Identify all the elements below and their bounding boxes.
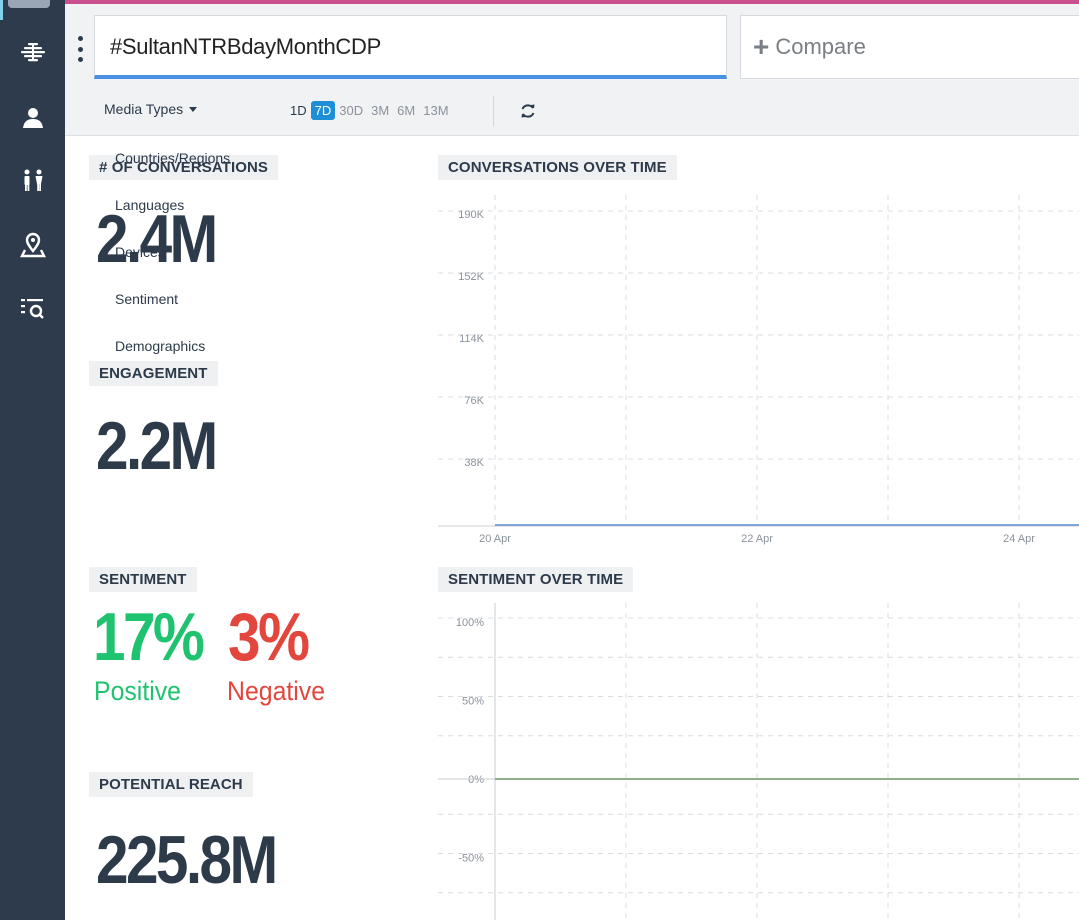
y-tick-label: 0%	[468, 774, 484, 786]
date-range-selector: 1D 7D 30D 3M 6M 13M	[286, 101, 453, 120]
sentiment-label: SENTIMENT	[89, 567, 197, 592]
media-types-dropdown[interactable]: Media Types	[104, 101, 198, 117]
y-tick-label: 190K	[458, 209, 484, 221]
y-tick-label: 100%	[456, 617, 484, 629]
refresh-icon[interactable]	[518, 101, 538, 121]
conversations-chart: 190K 152K 114K 76K 38K 20 Apr 22 Apr 24 Apr	[438, 195, 1079, 545]
conversations-label: # OF CONVERSATIONS	[89, 155, 279, 180]
y-tick-label: 76K	[464, 395, 484, 407]
people-icon[interactable]	[14, 163, 52, 199]
sidebar-active-indicator	[8, 0, 50, 8]
sentiment-positive-value: 17%	[93, 599, 205, 675]
user-icon[interactable]	[14, 100, 52, 136]
x-tick-label: 22 Apr	[741, 533, 773, 545]
sentiment-negative-value: 3%	[228, 599, 310, 675]
conversations-value: 2.4M	[96, 201, 218, 277]
conversations-chart-title: CONVERSATIONS OVER TIME	[438, 155, 677, 180]
query-input[interactable]	[110, 32, 710, 62]
top-accent-line	[65, 0, 1079, 4]
range-6m[interactable]: 6M	[397, 103, 416, 118]
menu-item-sentiment[interactable]: Sentiment	[115, 291, 179, 307]
sidebar	[0, 0, 65, 920]
y-tick-label: 152K	[458, 271, 484, 283]
range-13m[interactable]: 13M	[423, 103, 449, 118]
y-tick-label: 38K	[464, 457, 484, 469]
sidebar-edge-highlight	[0, 0, 3, 20]
range-30d[interactable]: 30D	[339, 103, 364, 118]
reach-label: POTENTIAL REACH	[89, 772, 253, 797]
range-3m[interactable]: 3M	[371, 103, 390, 118]
sentiment-chart-title: SENTIMENT OVER TIME	[438, 567, 634, 592]
sentiment-positive-label: Positive	[94, 676, 181, 706]
y-tick-label: -50%	[458, 853, 484, 865]
x-tick-label: 24 Apr	[1003, 533, 1035, 545]
caret-down-icon	[189, 106, 198, 112]
location-icon[interactable]	[14, 227, 52, 263]
more-options-icon[interactable]	[74, 36, 86, 62]
query-box[interactable]	[94, 15, 727, 79]
sentiment-chart: 100% 50% 0% -50%	[438, 603, 1079, 920]
x-tick-label: 20 Apr	[479, 533, 511, 545]
toolbar-divider	[493, 96, 494, 126]
engagement-value: 2.2M	[96, 408, 218, 484]
query-toolbar: + Compare Media Types 1D 7D 30D 3M 6M 13…	[65, 4, 1079, 136]
sentiment-negative-label: Negative	[227, 676, 326, 706]
compare-button[interactable]: + Compare	[740, 15, 1079, 79]
y-tick-label: 50%	[462, 696, 484, 708]
brain-icon[interactable]	[14, 35, 52, 71]
search-list-icon[interactable]	[14, 290, 52, 326]
media-types-label: Media Types	[104, 101, 184, 117]
y-tick-label: 114K	[459, 333, 485, 345]
menu-item-devices[interactable]: Devices	[115, 244, 165, 260]
menu-item-demographics[interactable]: Demographics	[115, 338, 206, 354]
engagement-label: ENGAGEMENT	[89, 361, 218, 386]
plus-icon: +	[753, 31, 770, 62]
menu-item-countries[interactable]: Countries/Regions	[115, 150, 231, 166]
range-7d[interactable]: 7D	[310, 101, 336, 120]
reach-value: 225.8M	[96, 822, 278, 898]
menu-item-languages[interactable]: Languages	[115, 197, 185, 213]
compare-label: Compare	[775, 34, 866, 59]
range-1d[interactable]: 1D	[290, 103, 307, 118]
